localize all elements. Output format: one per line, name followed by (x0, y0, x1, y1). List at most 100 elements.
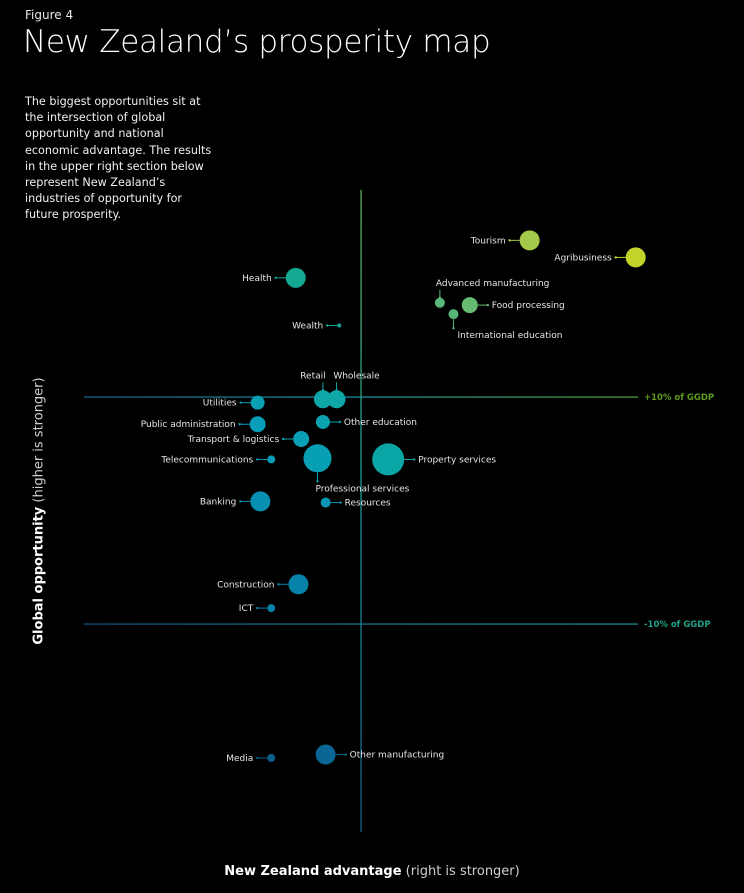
leader-dot (274, 276, 277, 280)
bubble (315, 414, 330, 429)
point-label: Agribusiness (554, 253, 612, 263)
bubble (372, 443, 405, 476)
leader-dot (321, 389, 325, 392)
point-label: International education (457, 331, 562, 341)
point-label: Other education (344, 418, 417, 428)
page-title: New Zealand’s prosperity map (23, 24, 491, 60)
leader-dot (238, 423, 241, 426)
leader-dot (326, 324, 329, 327)
data-point-health: Health (242, 267, 306, 288)
x-axis-label-note: (right is stronger) (405, 864, 520, 879)
point-label: Telecommunications (160, 455, 253, 465)
intro-text: The biggest opportunities sit at the int… (25, 95, 212, 222)
bubble (293, 430, 310, 447)
point-label: Health (242, 274, 272, 284)
point-label: Property services (418, 455, 496, 465)
data-point-other-education: Other education (315, 414, 417, 429)
point-label: Advanced manufacturing (436, 279, 550, 289)
point-label: Food processing (492, 301, 565, 311)
bubble (327, 390, 346, 409)
leader-dot (339, 501, 342, 504)
point-label: Utilities (203, 399, 237, 409)
data-point-ict: ICT (239, 604, 276, 614)
data-point-advanced-manufacturing: Advanced manufacturing (434, 279, 550, 308)
y-axis-label-bold: Global opportunity (31, 506, 47, 645)
data-point-property-services: Property services (372, 443, 496, 476)
data-point-international-education: International education (448, 309, 562, 341)
leader-dot (277, 583, 280, 586)
leader-dot (452, 326, 455, 330)
x-axis-label-bold: New Zealand advantage (224, 864, 402, 879)
bubble (337, 323, 342, 328)
data-point-food-processing: Food processing (461, 297, 565, 314)
data-point-utilities: Utilities (203, 395, 265, 410)
leader-dot (239, 500, 242, 503)
bubble (625, 247, 646, 268)
bubble (267, 753, 276, 762)
data-point-transport-logistics: Transport & logistics (187, 430, 310, 447)
bubble (250, 491, 271, 512)
bubble (434, 297, 445, 308)
bubble (303, 444, 332, 473)
point-label: Transport & logistics (187, 435, 280, 445)
data-point-public-administration: Public administration (141, 416, 266, 433)
point-label: Wholesale (333, 371, 380, 381)
leader-dot (256, 458, 259, 461)
point-label: ICT (239, 604, 254, 614)
point-label: Public administration (141, 420, 236, 430)
point-label: Construction (217, 580, 274, 590)
leader-dot (316, 480, 319, 483)
bubble (315, 744, 336, 765)
bubble (249, 416, 266, 433)
bubble (250, 395, 265, 410)
point-label: Retail (300, 371, 325, 381)
data-point-retail: Retail (300, 371, 332, 409)
point-label: Wealth (292, 321, 323, 331)
data-point-banking: Banking (200, 491, 271, 512)
data-point-telecommunications: Telecommunications (160, 455, 276, 465)
data-point-other-manufacturing: Other manufacturing (315, 744, 445, 765)
leader-dot (614, 256, 617, 259)
leader-dot (413, 458, 416, 461)
leader-dot (344, 753, 347, 756)
point-label: Resources (345, 499, 391, 509)
figure-label: Figure 4 (25, 8, 74, 22)
bubble (285, 267, 306, 288)
point-label: Banking (200, 497, 237, 507)
bubble (448, 309, 459, 320)
leader-dot (256, 606, 259, 610)
leader-dot (281, 437, 285, 441)
leader-dot (438, 296, 442, 299)
data-point-wealth: Wealth (292, 321, 342, 331)
leader-dot (486, 303, 489, 307)
bubble (288, 574, 309, 595)
data-point-wholesale: Wholesale (327, 371, 380, 409)
bubble (267, 455, 276, 464)
vertical-axis-line (360, 190, 362, 832)
leader-dot (508, 239, 511, 242)
bubble (519, 230, 540, 251)
reference-line-label: +10% of GGDP (644, 393, 714, 403)
data-point-construction: Construction (217, 574, 309, 595)
bubble (267, 604, 276, 613)
leader-dot (256, 756, 259, 760)
y-axis-label: Global opportunity (higher is stronger) (32, 377, 47, 644)
data-point-resources: Resources (320, 497, 391, 509)
leader-dot (239, 401, 242, 404)
point-label: Media (226, 754, 253, 764)
y-axis-label-note: (higher is stronger) (31, 377, 47, 503)
bubble (461, 297, 478, 314)
point-label: Professional services (315, 484, 409, 494)
data-point-agribusiness: Agribusiness (554, 247, 646, 268)
data-point-media: Media (226, 753, 276, 764)
bubble (320, 497, 331, 508)
reference-line-label: -10% of GGDP (644, 620, 711, 630)
bubble (313, 390, 332, 409)
point-label: Tourism (470, 236, 506, 246)
data-point-tourism: Tourism (470, 230, 540, 251)
point-label: Other manufacturing (350, 751, 445, 761)
x-axis-label: New Zealand advantage (right is stronger… (0, 864, 744, 879)
leader-dot (335, 389, 338, 392)
data-point-professional-services: Professional services (303, 444, 410, 494)
